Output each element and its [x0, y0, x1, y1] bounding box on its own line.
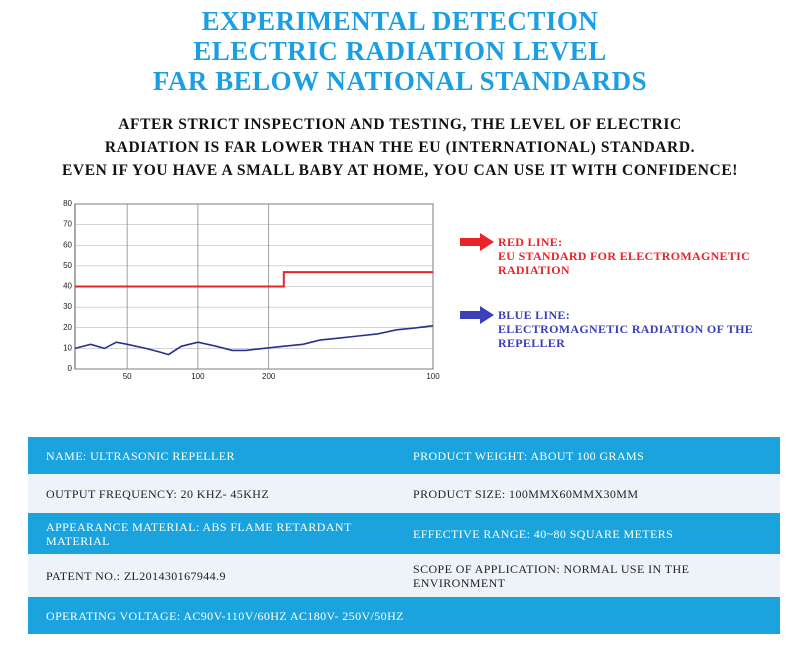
table-row: PATENT NO.: ZL201430167944.9 SCOPE OF AP… [28, 554, 780, 597]
table-cell: PATENT NO.: ZL201430167944.9 [46, 568, 226, 583]
headline: ELECTRIC RADIATION LEVEL [193, 36, 607, 66]
legend-entry: RED LINE: [498, 235, 563, 249]
y-tick-label: 70 [63, 220, 72, 229]
table-cell: NAME: ULTRASONIC REPELLER [46, 448, 235, 463]
y-tick-label: 80 [63, 199, 72, 208]
red-arrow [460, 233, 494, 251]
x-tick-label: 50 [123, 372, 132, 381]
table-cell: APPEARANCE MATERIAL: ABS FLAME RETARDANT… [46, 519, 352, 548]
legend-description: EU STANDARD FOR ELECTROMAGNETIC RADIATIO… [498, 249, 751, 277]
table-row: OUTPUT FREQUENCY: 20 KHZ- 45KHZ PRODUCT … [28, 474, 780, 513]
legend-note: BLUE LINE: ELECTROMAGNETIC RADIATION OF … [498, 308, 788, 350]
headline: FAR BELOW NATIONAL STANDARDS [152, 66, 648, 96]
table-cell: EFFECTIVE RANGE: 40~80 SQUARE METERS [413, 526, 674, 541]
legend-entry: BLUE LINE: [498, 308, 571, 322]
y-tick-label: 20 [63, 323, 72, 332]
table-cell: PRODUCT WEIGHT: ABOUT 100 GRAMS [413, 448, 645, 463]
legend-description: ELECTROMAGNETIC RADIATION OF THE REPELLE… [498, 322, 754, 350]
series-line [74, 324, 434, 356]
intro-line: AFTER STRICT INSPECTION AND TESTING, THE… [118, 116, 682, 133]
table-cell: OUTPUT FREQUENCY: 20 KHZ- 45KHZ [46, 486, 270, 501]
x-tick-label: 100 [191, 372, 205, 381]
headline: EXPERIMENTAL DETECTION [201, 6, 599, 36]
series-line [75, 271, 433, 288]
table-row: APPEARANCE MATERIAL: ABS FLAME RETARDANT… [28, 513, 780, 554]
y-tick-label: 50 [63, 261, 72, 270]
y-tick-label: 40 [63, 282, 72, 291]
y-tick-label: 10 [63, 343, 72, 352]
blue-arrow [460, 306, 494, 324]
table-cell: SCOPE OF APPLICATION: NORMAL USE IN THE … [413, 561, 690, 590]
table-row: OPERATING VOLTAGE: AC90V-110V/60HZ AC180… [28, 597, 780, 634]
table-cell: OPERATING VOLTAGE: AC90V-110V/60HZ AC180… [46, 608, 404, 623]
intro-line: RADIATION IS FAR LOWER THAN THE EU (INTE… [104, 139, 696, 156]
table-cell: PRODUCT SIZE: 100MMX60MMX30MM [413, 486, 639, 501]
x-tick-label: 100 [426, 372, 440, 381]
legend-note: RED LINE: EU STANDARD FOR ELECTROMAGNETI… [498, 235, 788, 277]
table-row: NAME: ULTRASONIC REPELLER PRODUCT WEIGHT… [28, 437, 780, 474]
chart: 0 10 20 30 40 50 60 70 80 50 100 200 100 [63, 199, 440, 381]
x-tick-label: 200 [262, 372, 276, 381]
y-tick-label: 60 [63, 240, 72, 249]
intro-line: EVEN IF YOU HAVE A SMALL BABY AT HOME, Y… [61, 162, 739, 179]
y-tick-label: 0 [68, 364, 73, 373]
y-tick-label: 30 [63, 302, 72, 311]
